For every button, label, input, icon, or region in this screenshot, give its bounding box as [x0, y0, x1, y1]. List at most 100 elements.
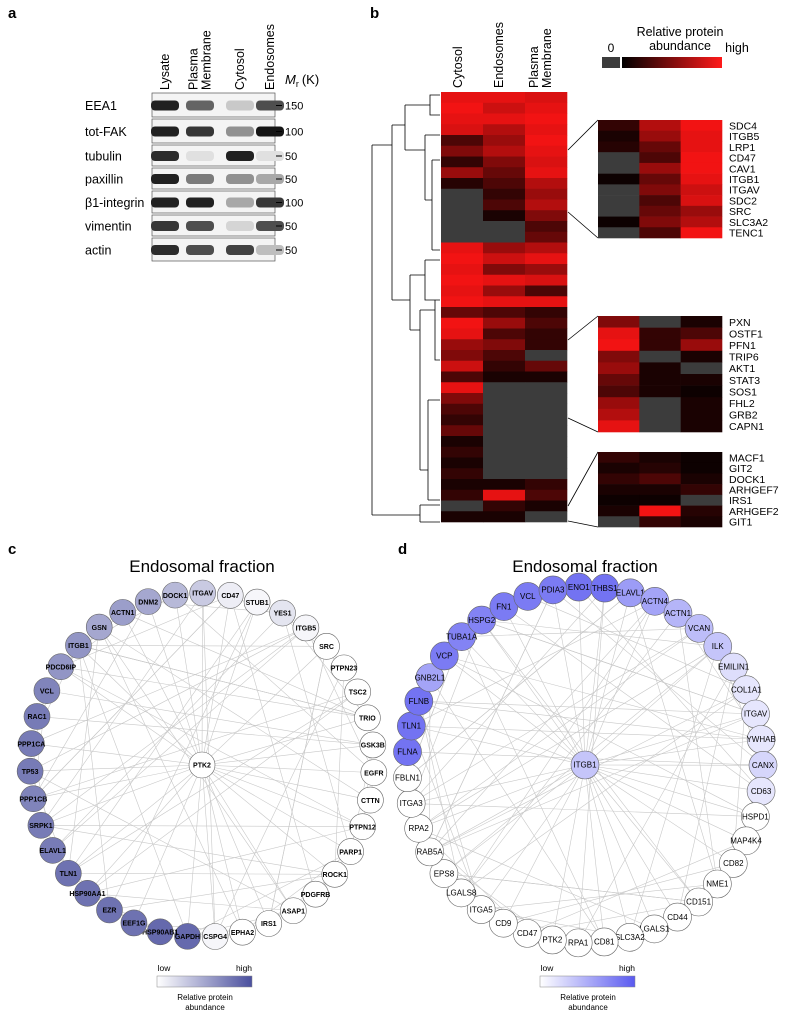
zoom-cell	[681, 152, 723, 163]
heatmap-cell	[525, 124, 567, 135]
edge	[202, 765, 242, 932]
heatmap-cell	[525, 103, 567, 114]
zoom-cell	[681, 206, 723, 217]
heatmap-cell	[525, 200, 567, 211]
node-label: CD63	[751, 787, 772, 796]
edge	[553, 590, 585, 765]
blot-band	[226, 198, 254, 208]
marker-label: 50	[285, 174, 297, 186]
node-label: VCL	[520, 592, 536, 601]
node-label: ELAVL1	[40, 848, 66, 855]
heatmap-cell	[525, 339, 567, 350]
zoom-cell	[639, 484, 681, 495]
zoom-cell	[639, 516, 681, 527]
node-label: RAC1	[27, 714, 46, 721]
heatmap-cell	[525, 361, 567, 372]
edge	[585, 739, 761, 765]
heatmap-cell	[525, 157, 567, 168]
heatmap-cell	[441, 458, 483, 469]
node-label: TSC2	[349, 690, 367, 697]
edge	[202, 765, 374, 773]
heatmap-cell	[441, 264, 483, 275]
heatmap-cell	[441, 253, 483, 264]
heatmap-cell	[525, 436, 567, 447]
heatmap-cell	[525, 114, 567, 125]
node-label: FLNB	[409, 697, 429, 706]
node-label: CSPG4	[203, 934, 227, 941]
gene-label: TRIP6	[729, 352, 759, 364]
zoom-cell	[598, 131, 640, 142]
node-label: ACTN1	[665, 609, 692, 618]
zoom-cell	[639, 316, 681, 328]
node-label: HSPG2	[468, 616, 496, 625]
zoom-cell	[639, 386, 681, 398]
heatmap-cell	[483, 264, 525, 275]
node-label: PTPN23	[331, 666, 358, 673]
blot-band	[151, 174, 179, 184]
zoom-cell	[639, 227, 681, 238]
heatmap-cell	[525, 458, 567, 469]
edge	[202, 765, 293, 911]
blot-band	[226, 101, 254, 111]
node-label: PTK2	[542, 936, 563, 945]
node-label: TUBA1A	[446, 632, 478, 641]
heatmap-cell	[525, 479, 567, 490]
heatmap-cell	[441, 501, 483, 512]
blot-band	[226, 151, 254, 161]
heatmap-cell	[441, 114, 483, 125]
heatmap-cell	[441, 135, 483, 146]
heatmap-cell	[525, 372, 567, 383]
legend-low: low	[541, 963, 555, 973]
edge	[68, 873, 334, 874]
node-label: YES1	[274, 611, 292, 618]
heatmap-cell	[483, 490, 525, 501]
heatmap-cell	[441, 200, 483, 211]
heatmap-cell	[483, 447, 525, 458]
node-label: PDGFRB	[301, 892, 331, 899]
heatmap-cell	[525, 264, 567, 275]
zoom-cell	[639, 420, 681, 432]
marker-label: 50	[285, 245, 297, 257]
zoom-cell	[598, 351, 640, 363]
zoom-cell	[639, 174, 681, 185]
edge	[481, 765, 585, 910]
zoom-cell	[639, 141, 681, 152]
heatmap-cell	[525, 221, 567, 232]
node-label: THBS1	[592, 584, 618, 593]
node-label: PDIA3	[541, 586, 565, 595]
heatmap-cell	[441, 318, 483, 329]
heatmap-cell	[441, 404, 483, 415]
zoom-cell	[681, 473, 723, 484]
zoom-cell	[598, 409, 640, 421]
zoom-cell	[681, 184, 723, 195]
heatmap-cell	[525, 286, 567, 297]
lane-label: Cytosol	[233, 48, 247, 90]
legend-title: Relative protein	[177, 993, 233, 1002]
heatmap-cell	[441, 232, 483, 243]
node-label: RPA2	[408, 824, 429, 833]
zoom-cell	[639, 397, 681, 409]
heatmap-cell	[441, 382, 483, 393]
heatmap-cell	[441, 221, 483, 232]
heatmap-cell	[483, 135, 525, 146]
heatmap-cell	[525, 92, 567, 103]
node-label: SRPK1	[29, 823, 52, 830]
zoom-cell	[639, 452, 681, 463]
heatmap-cell	[483, 92, 525, 103]
zoom-cell	[598, 495, 640, 506]
heatmap-cell	[525, 178, 567, 189]
gene-label: GRB2	[729, 410, 758, 422]
gene-label: FHL2	[729, 398, 755, 410]
legend-title: abundance	[568, 1003, 608, 1012]
heatmap-cell	[441, 490, 483, 501]
heatmap-cell	[483, 393, 525, 404]
blot-band	[226, 245, 254, 255]
heatmap-cell	[441, 157, 483, 168]
gene-label: GIT1	[729, 517, 752, 529]
zoom-cell	[639, 463, 681, 474]
node-label: EGFR	[364, 770, 383, 777]
heatmap-cell	[483, 501, 525, 512]
edge	[41, 825, 363, 826]
zoom-cell	[598, 217, 640, 228]
